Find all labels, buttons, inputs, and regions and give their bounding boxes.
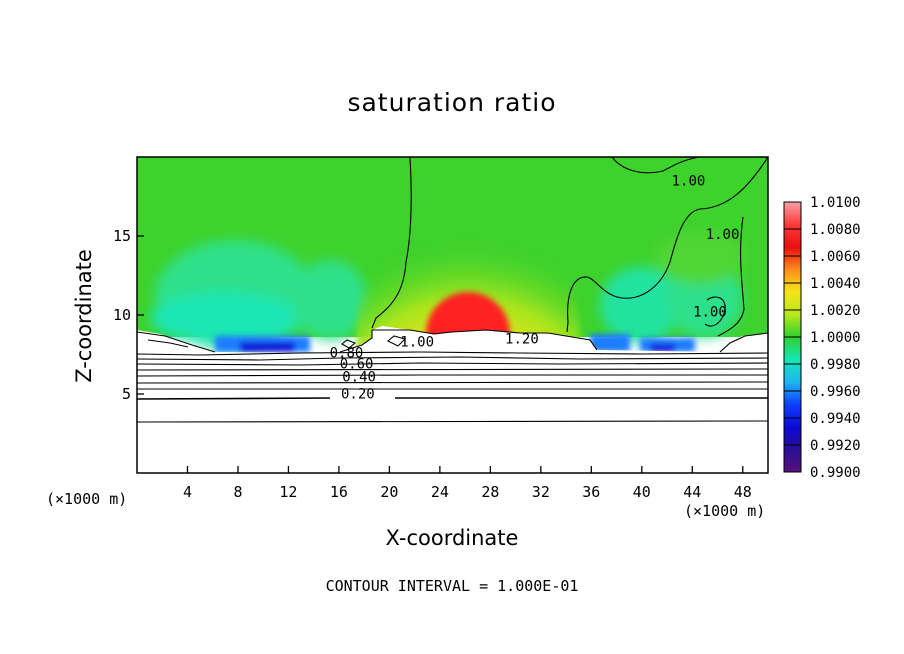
x-axis: 4 8 12 16 20 24 28 32 36 40 44 48 xyxy=(183,466,752,501)
contour-label: 0.60 xyxy=(340,357,374,373)
x-tick-label: 28 xyxy=(481,483,499,501)
contour-label: 0.20 xyxy=(341,387,375,403)
colorbar-tick-label: 1.0080 xyxy=(810,222,861,238)
x-tick-label: 20 xyxy=(380,483,398,501)
x-tick-label: 36 xyxy=(582,483,600,501)
colorbar: 1.0100 1.0080 1.0060 1.0040 1.0020 1.0000 0.99… xyxy=(783,195,861,481)
contour-interval-note: CONTOUR INTERVAL = 1.000E-01 xyxy=(325,577,579,595)
x-tick-label: 44 xyxy=(683,483,701,501)
y-tick-label: 5 xyxy=(122,385,131,403)
x-unit-label-right: (×1000 m) xyxy=(684,502,766,520)
colorbar-tick-label: 0.9960 xyxy=(810,384,861,400)
colorbar-tick-label: 1.0060 xyxy=(810,249,861,265)
colorbar-tick-label: 0.9980 xyxy=(810,357,861,373)
x-tick-label: 8 xyxy=(233,483,242,501)
contour-label: 1.00 xyxy=(693,305,727,321)
colorbar-tick-label: 0.9920 xyxy=(810,438,861,454)
contour-label: 0.80 xyxy=(330,346,364,362)
y-tick-label: 15 xyxy=(113,227,131,245)
colorbar-tick-label: 1.0000 xyxy=(810,330,861,346)
y-axis: 5 10 15 xyxy=(113,227,144,403)
x-tick-label: 32 xyxy=(532,483,550,501)
x-tick-label: 24 xyxy=(431,483,449,501)
colorbar-tick-label: 1.0100 xyxy=(810,195,861,211)
contour-label: 1.00 xyxy=(672,173,706,189)
x-unit-label-left: (×1000 m) xyxy=(46,490,128,508)
x-tick-label: 16 xyxy=(330,483,348,501)
colorbar-tick-label: 1.0020 xyxy=(810,303,861,319)
y-tick-label: 10 xyxy=(113,306,131,324)
x-tick-label: 12 xyxy=(279,483,297,501)
x-tick-label: 4 xyxy=(183,483,192,501)
x-tick-label: 40 xyxy=(633,483,651,501)
contour-label: 1.20 xyxy=(505,331,539,347)
x-axis-label: X-coordinate xyxy=(385,526,519,550)
colorbar-tick-label: 0.9900 xyxy=(810,465,861,481)
heatmap-field xyxy=(137,157,768,473)
contour-label: 1.00 xyxy=(400,335,434,351)
contour-lines xyxy=(137,157,768,423)
colorbar-tick-label: 1.0040 xyxy=(810,276,861,292)
x-tick-label: 48 xyxy=(734,483,752,501)
contour-label: 1.00 xyxy=(706,227,740,243)
chart-title: saturation ratio xyxy=(347,88,557,117)
contour-labels: 1.20 1.00 0.800.600.40 0.20 1.00 1.00 1.00 xyxy=(330,173,740,402)
colorbar-tick-label: 0.9940 xyxy=(810,411,861,427)
contour-label: 0.40 xyxy=(342,369,376,385)
